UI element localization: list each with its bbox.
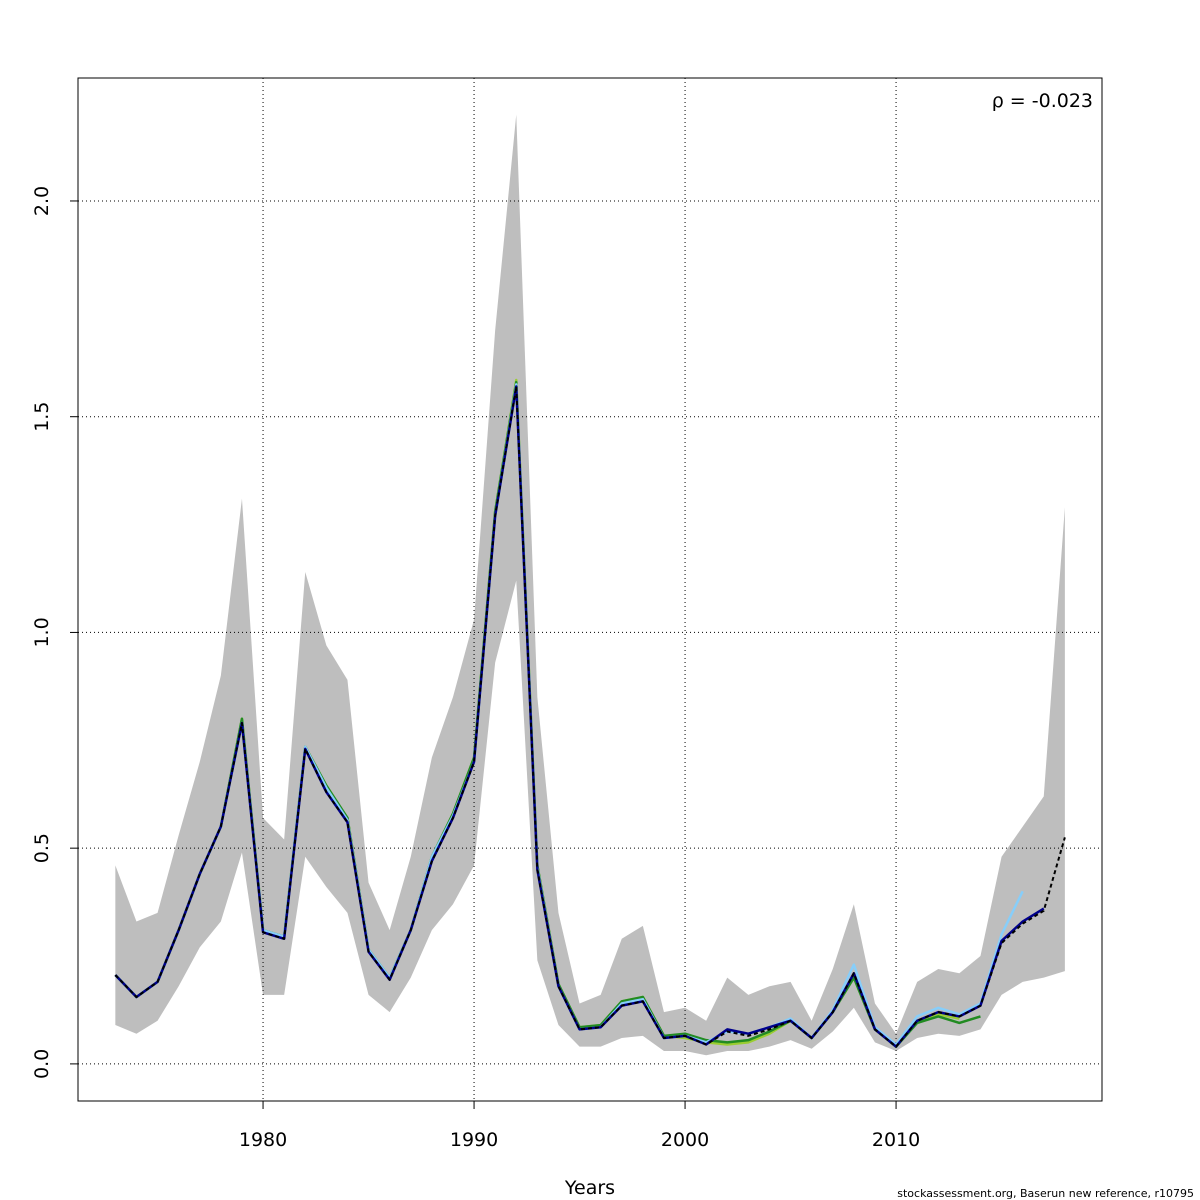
y-tick-label: 2.0 [31, 186, 53, 216]
x-tick-label: 2010 [872, 1129, 920, 1151]
x-axis-label: Years [564, 1177, 615, 1199]
confidence-band [115, 114, 1065, 1056]
x-tick-label: 1980 [239, 1129, 287, 1151]
y-tick-label: 0.0 [31, 1049, 53, 1079]
y-tick-label: 1.5 [31, 402, 53, 432]
y-tick-label: 1.0 [31, 617, 53, 647]
series-line [114, 385, 1066, 1048]
annotation: ρ = -0.023 [992, 90, 1093, 112]
x-tick-label: 2000 [661, 1129, 709, 1151]
plot-area [78, 78, 1102, 1101]
x-tick-label: 1990 [450, 1129, 498, 1151]
plot-frame [77, 77, 1103, 1102]
footer: stockassessment.org, Baserun new referen… [897, 1187, 1194, 1200]
y-tick-label: 0.5 [31, 833, 53, 863]
